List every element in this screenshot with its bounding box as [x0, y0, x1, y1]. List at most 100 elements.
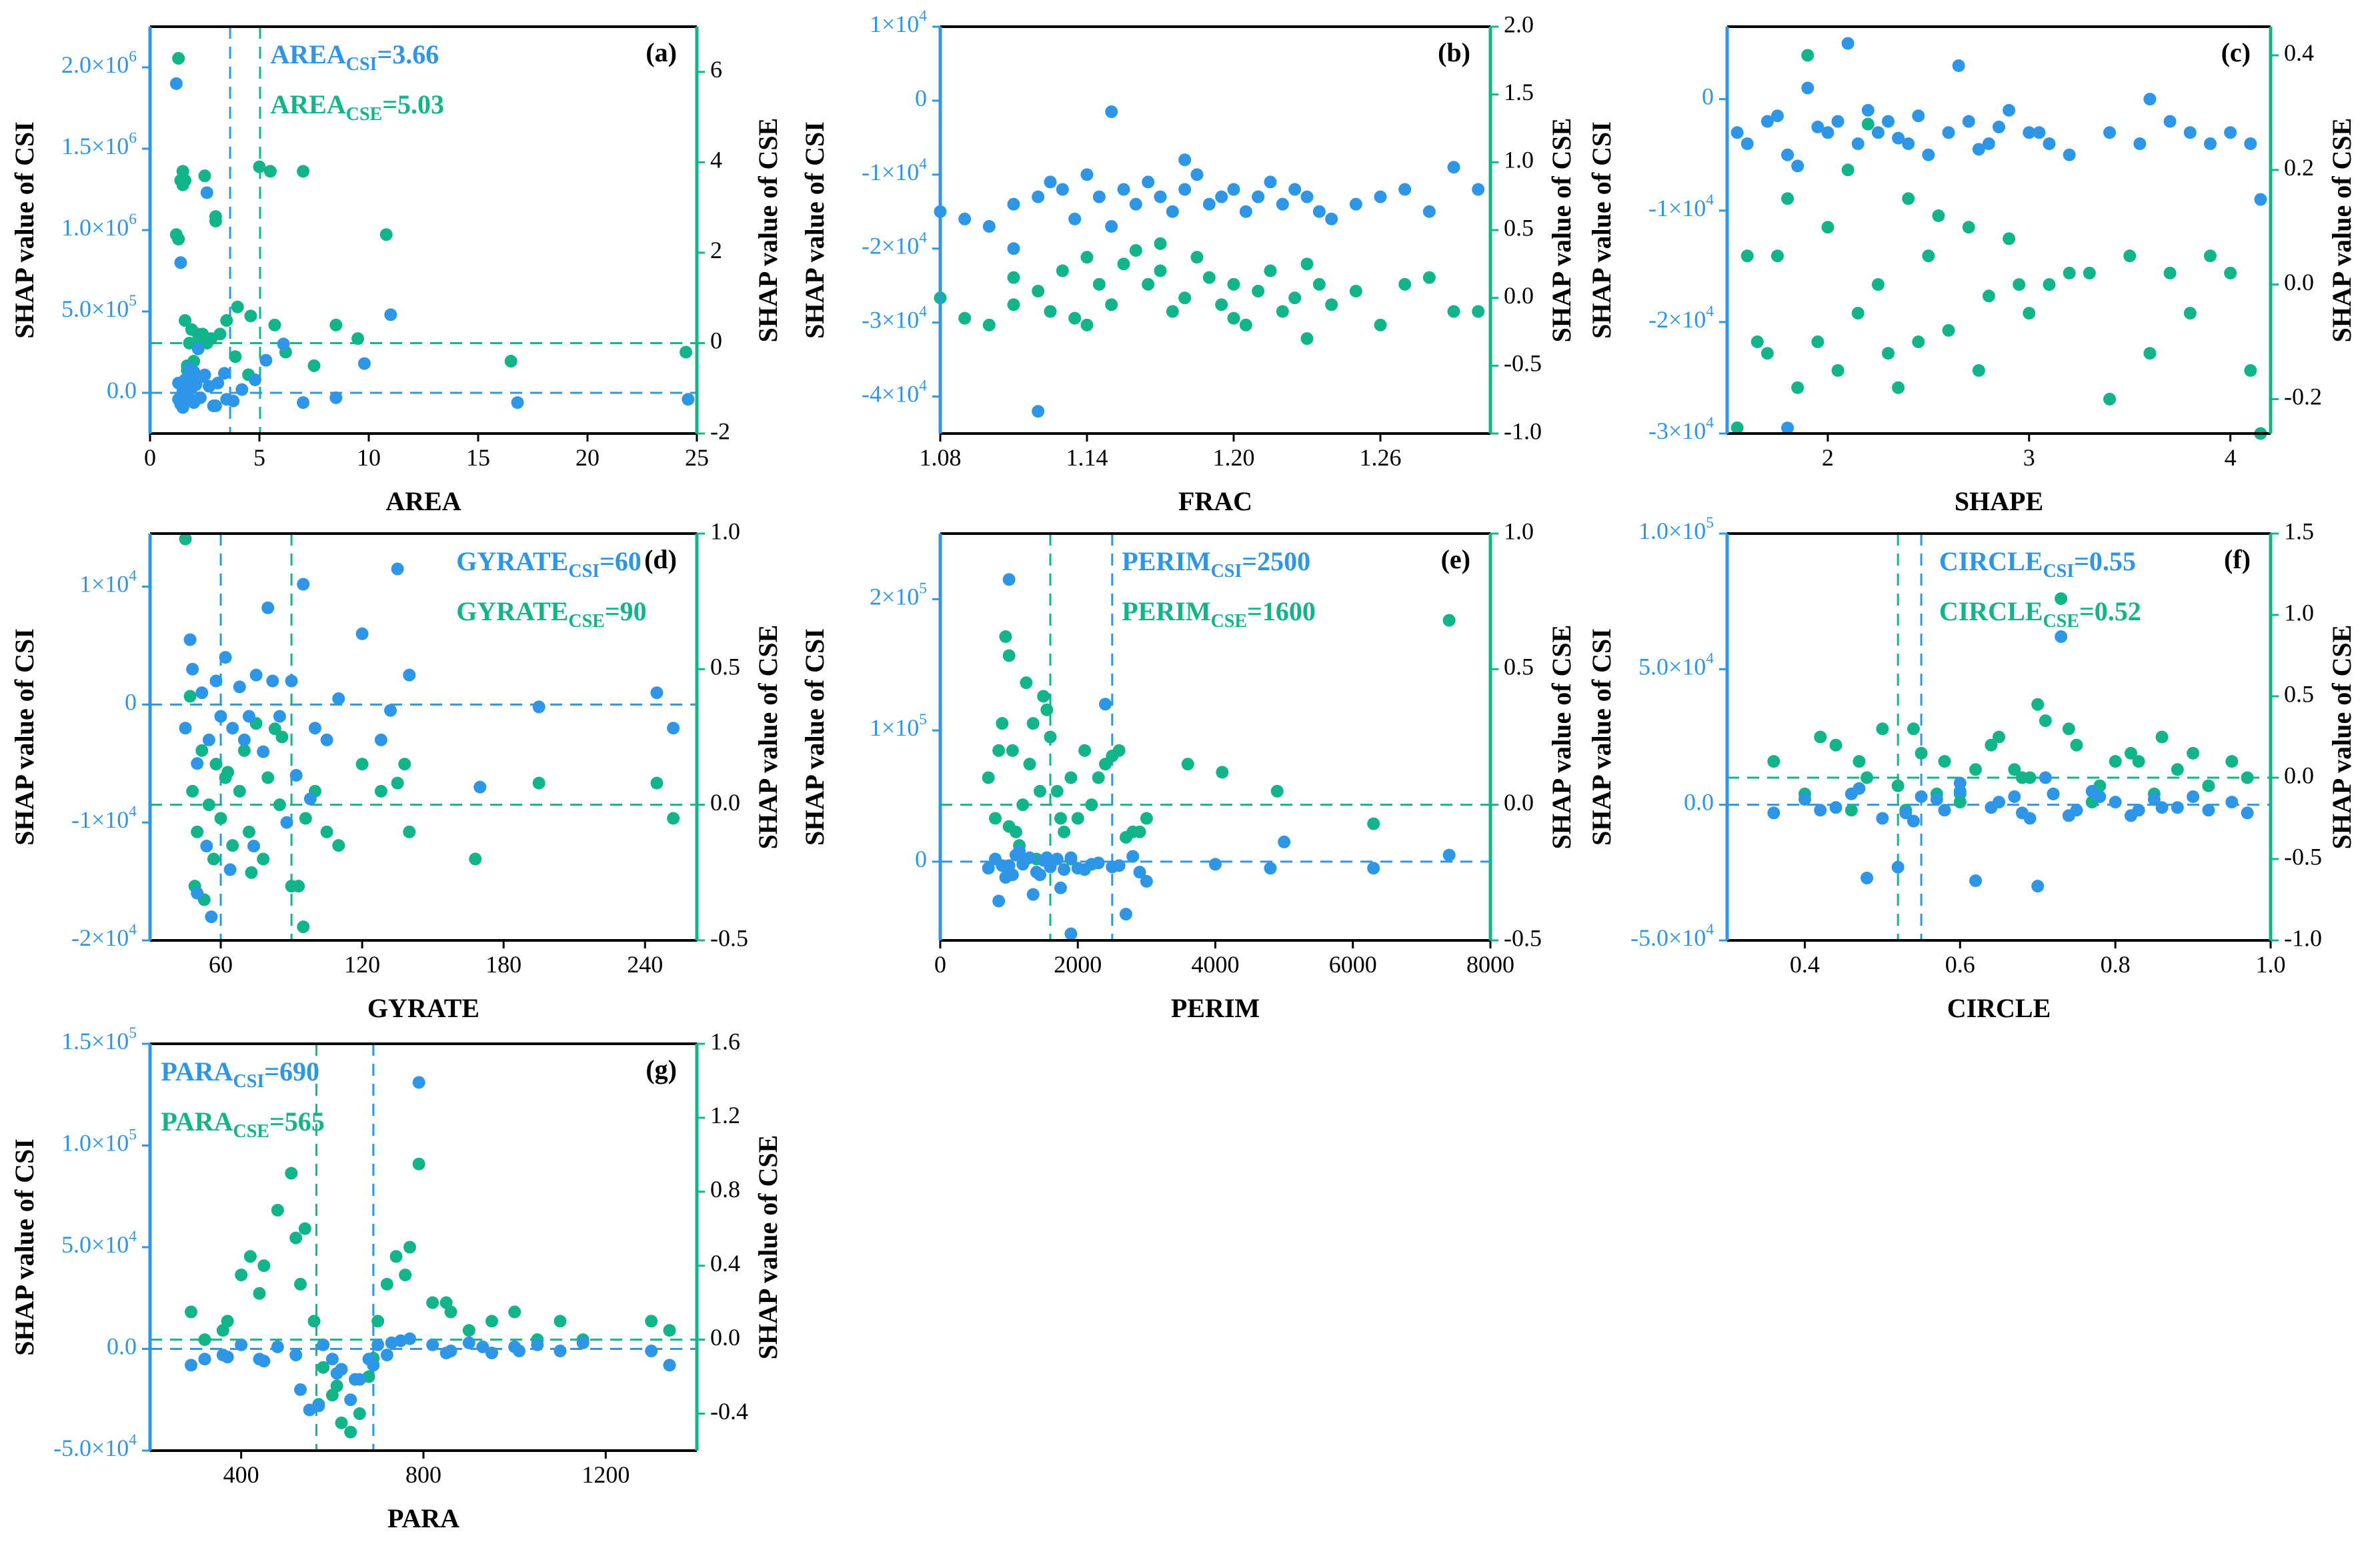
x-axis-label: FRAC — [1178, 486, 1252, 516]
point-csi — [1117, 183, 1130, 196]
point-csi — [344, 1393, 357, 1407]
point-cse — [2023, 307, 2036, 320]
y-left-tick-label: -1×104 — [71, 804, 137, 834]
point-cse — [221, 1315, 234, 1328]
point-cse — [1876, 722, 1889, 736]
point-cse — [426, 1296, 439, 1309]
point-cse — [294, 1277, 307, 1291]
point-csi — [1730, 126, 1744, 139]
threshold-annotation-csi: AREACSI=3.66 — [270, 39, 439, 75]
panel-c: 2 3 4 -3×104 -2×104 -1×104 0 -0.2 0.0 0.2 0.4 SHAPE… — [1586, 25, 2357, 516]
point-csi — [2043, 137, 2056, 150]
point-cse — [1902, 192, 1915, 205]
point-cse — [996, 717, 1009, 730]
y-right-tick-label: 1.6 — [710, 1028, 740, 1054]
y-left-tick-label: 0 — [125, 689, 137, 716]
y-axis-right-label: SHAP value of CSE — [753, 118, 783, 343]
point-cse — [389, 1250, 403, 1263]
point-cse — [1881, 347, 1895, 360]
point-csi — [2225, 796, 2239, 809]
y-axis-right-label: SHAP value of CSE — [2327, 625, 2357, 850]
point-csi — [183, 633, 197, 646]
point-csi — [1064, 851, 1078, 864]
y-right-tick-label: 0.2 — [2284, 154, 2314, 181]
point-cse — [1216, 766, 1229, 779]
point-cse — [1349, 285, 1362, 297]
point-csi — [219, 651, 232, 664]
point-csi — [1770, 109, 1784, 123]
point-csi — [1264, 862, 1277, 875]
y-left-tick-label: -3×104 — [1648, 414, 1714, 444]
point-csi — [1140, 874, 1153, 888]
point-cse — [1002, 820, 1016, 833]
point-csi — [266, 674, 279, 688]
point-cse — [1982, 289, 1995, 303]
point-cse — [958, 311, 972, 325]
point-cse — [229, 350, 242, 363]
threshold-annotation-cse: PARACSE=565 — [161, 1106, 324, 1142]
point-cse — [1300, 257, 1314, 271]
point-cse — [1811, 335, 1825, 349]
point-csi — [385, 1336, 398, 1349]
point-csi — [1760, 115, 1774, 128]
point-cse — [1831, 363, 1845, 377]
point-csi — [2003, 103, 2016, 117]
x-tick-label: 0 — [144, 444, 156, 471]
point-cse — [1969, 763, 1983, 776]
point-cse — [183, 690, 197, 703]
point-cse — [1892, 381, 1905, 394]
x-tick-label: 25 — [685, 444, 709, 471]
point-cse — [257, 1259, 271, 1273]
y-left-tick-label: 1.5×106 — [61, 129, 137, 159]
point-csi — [1871, 126, 1885, 139]
y-right-tick-label: 1.0 — [1504, 147, 1534, 173]
point-cse — [195, 744, 209, 757]
point-csi — [1325, 212, 1338, 225]
point-cse — [271, 1204, 284, 1217]
point-csi — [576, 1336, 589, 1349]
point-csi — [1374, 190, 1387, 203]
point-csi — [667, 722, 680, 735]
point-csi — [1202, 197, 1216, 211]
point-cse — [1972, 363, 1985, 377]
point-csi — [1472, 183, 1485, 196]
point-csi — [233, 680, 246, 694]
x-tick-label: 1.14 — [1066, 444, 1108, 471]
point-csi — [1811, 120, 1825, 133]
point-csi — [553, 1345, 567, 1358]
panel-label: (f) — [2224, 544, 2251, 574]
point-csi — [2033, 126, 2046, 139]
point-cse — [1442, 614, 1456, 627]
point-cse — [1740, 249, 1754, 263]
point-cse — [1044, 305, 1057, 318]
point-csi — [1985, 801, 1998, 814]
point-cse — [667, 812, 680, 825]
point-cse — [320, 825, 333, 838]
point-csi — [999, 871, 1012, 884]
y-right-tick-label: 4 — [710, 147, 722, 173]
point-cse — [263, 165, 277, 178]
y-right-tick-label: 1.5 — [2284, 518, 2314, 544]
point-csi — [205, 910, 218, 924]
point-csi — [297, 396, 310, 410]
point-csi — [261, 601, 275, 614]
point-csi — [1040, 851, 1054, 864]
point-csi — [349, 1373, 361, 1386]
point-cse — [1092, 277, 1106, 291]
point-cse — [1032, 285, 1045, 297]
panel-label: (c) — [2221, 37, 2251, 67]
point-csi — [277, 337, 290, 351]
point-cse — [332, 839, 345, 852]
y-left-tick-label: 0.0 — [1684, 789, 1714, 816]
point-csi — [1801, 81, 1815, 95]
point-csi — [1907, 814, 1920, 828]
point-cse — [1119, 830, 1132, 844]
point-cse — [335, 1416, 348, 1429]
point-cse — [1907, 722, 1920, 736]
point-csi — [257, 1355, 271, 1368]
y-left-tick-label: 1×104 — [870, 7, 927, 37]
point-csi — [1007, 197, 1020, 211]
point-cse — [1215, 298, 1228, 311]
y-left-tick-label: 0.0 — [107, 377, 137, 404]
point-csi — [403, 668, 416, 682]
